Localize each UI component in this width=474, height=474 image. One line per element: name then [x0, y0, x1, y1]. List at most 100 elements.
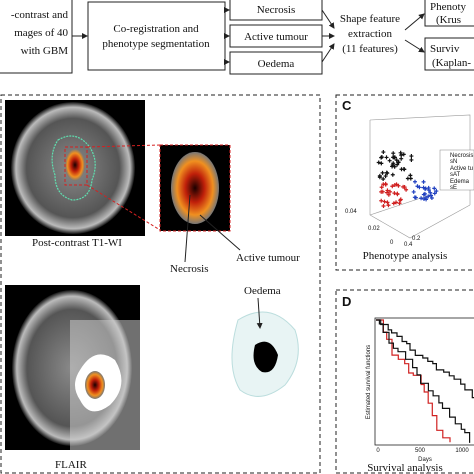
- panel-d: D Estimated survival functions 0 500 100…: [335, 289, 474, 474]
- scatter-glyph: [394, 158, 399, 163]
- arrow: [321, 43, 335, 63]
- scatter-glyph: [421, 179, 426, 184]
- scatter-glyph: [424, 197, 429, 202]
- pipeline: -contrast and mages of 40 with GBM Co-re…: [0, 0, 474, 75]
- scatter-glyph: [401, 167, 406, 172]
- scatter-glyph: [409, 154, 414, 159]
- scatter-glyph: [409, 157, 414, 162]
- x-label: Days: [418, 457, 432, 463]
- arrow: [404, 13, 425, 31]
- scatter-glyph: [401, 184, 406, 189]
- scatter-glyph: [391, 155, 396, 160]
- features-text: (11 features): [342, 43, 398, 55]
- scatter-glyph: [390, 184, 395, 189]
- scatter-glyph: [391, 151, 396, 156]
- arrow: [404, 39, 425, 53]
- scatter-glyph: [385, 188, 390, 193]
- legend-text: sN: [450, 159, 457, 165]
- scatter-glyph: [379, 198, 384, 203]
- output-text: (Kaplan-: [432, 57, 471, 69]
- tick-label: 0: [390, 240, 394, 246]
- scatter-glyph: [428, 190, 433, 195]
- scatter-glyph: [381, 150, 386, 155]
- scatter-glyph: [398, 197, 403, 202]
- scatter-glyph: [392, 182, 397, 187]
- survival-curve: [376, 319, 474, 399]
- scatter-glyph: [432, 191, 437, 196]
- scatter-glyph: [380, 170, 385, 175]
- scatter-glyph: [395, 192, 400, 197]
- input-text: with GBM: [21, 45, 69, 57]
- scatter-glyph: [379, 161, 384, 166]
- panel-frame: [335, 289, 474, 474]
- phenotype-text: Necrosis: [257, 4, 296, 16]
- output-text: Phenoty: [430, 1, 467, 13]
- legend-text: sAT: [450, 172, 461, 178]
- scatter-glyph: [423, 186, 428, 191]
- scatter-glyph: [397, 201, 402, 206]
- step-text: Co-registration and: [113, 23, 199, 35]
- scatter-glyph: [377, 175, 382, 180]
- features-text: Shape feature: [340, 13, 400, 25]
- caption: Post-contrast T1-WI: [32, 237, 122, 249]
- x-tick-label: 1000: [455, 448, 469, 454]
- legend-text: sE: [450, 185, 457, 191]
- label: Oedema: [244, 285, 281, 297]
- scatter-glyph: [383, 181, 388, 186]
- scatter-glyph: [429, 193, 434, 198]
- input-text: mages of 40: [14, 27, 68, 39]
- panel-letter: C: [342, 98, 352, 113]
- zoom-line: [86, 184, 161, 231]
- x-tick-label: 500: [415, 448, 426, 454]
- pointer: [184, 194, 191, 263]
- features-text: extraction: [348, 28, 392, 40]
- scatter-glyph: [399, 153, 404, 158]
- legend-text: Active tu: [450, 166, 473, 172]
- arrow: [256, 297, 263, 329]
- zoom-line: [86, 144, 161, 148]
- scatter-glyph: [392, 191, 397, 196]
- scatter-glyph: [395, 162, 400, 167]
- scatter-glyph: [391, 161, 396, 166]
- arrow: [321, 9, 335, 29]
- tumour-zoom: [171, 152, 219, 224]
- zoom-roi: [64, 146, 88, 186]
- input-text: -contrast and: [11, 9, 69, 21]
- scatter-glyph: [376, 160, 381, 165]
- panel-frame: [0, 94, 321, 474]
- scatter-glyph: [404, 187, 409, 192]
- output-box: [424, 0, 474, 27]
- tick-label: 0.04: [345, 209, 357, 215]
- scatter-glyph: [381, 176, 386, 181]
- scatter-glyph: [396, 183, 401, 188]
- scatter-glyph: [396, 160, 401, 165]
- step-box: [87, 1, 226, 71]
- panel-frame: [335, 94, 474, 271]
- scatter-glyph: [382, 199, 387, 204]
- label: Active tumour: [236, 252, 300, 264]
- scatter-glyph: [408, 173, 413, 178]
- scatter-glyph: [387, 158, 392, 163]
- panel-title: Survival analysis: [367, 462, 442, 474]
- output-text: (Krus: [436, 14, 461, 26]
- x-tick-label: 0: [376, 448, 380, 454]
- scatter-glyph: [385, 200, 390, 205]
- scatter-glyph: [384, 155, 389, 160]
- survival-curve: [376, 319, 451, 443]
- scatter-glyph: [401, 152, 406, 157]
- step-text: phenotype segmentation: [102, 38, 210, 50]
- tick-label: 0.02: [368, 226, 380, 232]
- scatter-glyph: [419, 196, 424, 201]
- output-box: [424, 37, 474, 71]
- mask-hole: [253, 341, 278, 373]
- panel-c: C Necrosis sN Active tu sAT Edema sE 0.0…: [335, 94, 474, 271]
- scatter-glyph: [426, 185, 431, 190]
- phenotype-box: [229, 0, 323, 21]
- tumour: [65, 149, 85, 181]
- scatter-glyph: [432, 186, 437, 191]
- scatter-glyph: [390, 172, 395, 177]
- tick-label: 0.4: [404, 242, 413, 248]
- scatter-glyph: [426, 194, 431, 199]
- panel-title: Phenotype analysis: [363, 250, 448, 262]
